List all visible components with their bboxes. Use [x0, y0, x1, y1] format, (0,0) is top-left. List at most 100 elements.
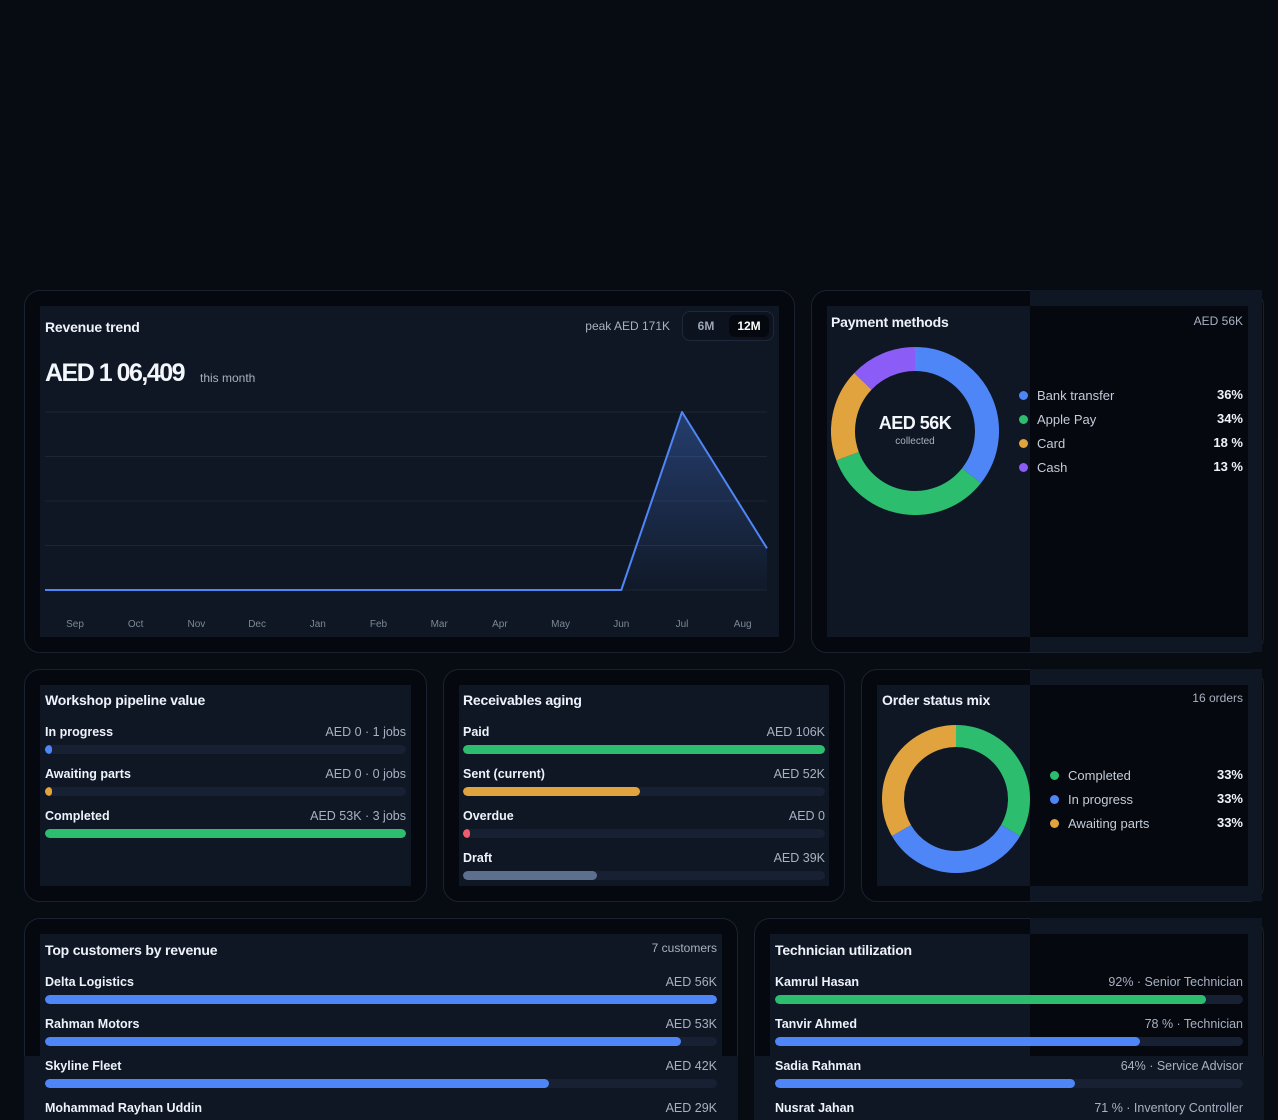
legend-dot-icon [1019, 462, 1028, 472]
payment-center-sub: collected [895, 436, 935, 447]
receivables-row-fill [463, 787, 641, 796]
technicians-strip [1030, 918, 1262, 934]
payment-legend-item: Bank transfer [1019, 386, 1114, 404]
legend-label: Cash [1037, 459, 1068, 475]
customer-row-label: Mohammad Rayhan Uddin [45, 1101, 202, 1115]
payment-slice [831, 373, 872, 461]
legend-label: Completed [1068, 767, 1131, 783]
order-status-donut [882, 725, 1030, 873]
receivables-row-value: AED 0 [788, 809, 825, 823]
revenue-trend-title: Revenue trend [45, 319, 140, 335]
range-12m-button[interactable]: 12M [729, 315, 769, 337]
technician-row-track [775, 995, 1243, 1004]
order-status-slice [882, 725, 957, 836]
receivables-row-fill [463, 745, 825, 754]
pipeline-title: Workshop pipeline value [45, 692, 206, 708]
payment-center-value: AED 56K [878, 413, 952, 433]
pipeline-row-fill [45, 829, 406, 838]
payment-methods-title: Payment methods [831, 314, 949, 330]
technician-row-track [775, 1079, 1243, 1088]
payment-legend-item: Cash [1019, 458, 1067, 476]
payment-legend-pct: 36% [1216, 387, 1243, 402]
technician-row-track [775, 1037, 1243, 1046]
technicians-edge [1248, 934, 1262, 1056]
order-status-legend-pct: 33% [1216, 791, 1243, 806]
pipeline-row-fill [45, 745, 53, 754]
receivables-row-label: Sent (current) [463, 767, 545, 781]
order-status-title: Order status mix [882, 692, 991, 708]
legend-dot-icon [1019, 438, 1028, 448]
receivables-row-label: Paid [463, 725, 490, 739]
top-customers-title: Top customers by revenue [45, 942, 218, 958]
technician-row-label: Kamrul Hasan [775, 975, 860, 989]
technician-row-label: Sadia Rahman [775, 1059, 862, 1073]
pipeline-row-value: AED 0 · 0 jobs [325, 767, 406, 781]
customer-row-track [45, 995, 717, 1004]
customer-count: 7 customers [651, 941, 717, 955]
range-6m-button[interactable]: 6M [697, 319, 715, 333]
legend-dot-icon [1050, 818, 1059, 828]
legend-label: Apple Pay [1037, 411, 1097, 427]
payment-legend-pct: 34% [1216, 411, 1243, 426]
legend-dot-icon [1050, 794, 1059, 804]
receivables-row-track [463, 787, 825, 796]
customer-row-value: AED 53K [665, 1017, 717, 1031]
order-status-strip [1030, 669, 1262, 685]
technician-row-fill [775, 1079, 1075, 1088]
customer-row-fill [45, 1037, 682, 1046]
receivables-panel [459, 685, 829, 886]
receivables-row-track [463, 871, 825, 880]
x-tick-label: Nov [187, 619, 206, 630]
receivables-row-label: Overdue [463, 809, 514, 823]
payment-legend-item: Card [1019, 434, 1065, 452]
pipeline-row-value: AED 0 · 1 jobs [325, 725, 406, 739]
technicians-panel-lower [754, 1056, 1264, 1120]
payment-methods-donut [831, 347, 999, 515]
receivables-row-fill [463, 871, 597, 880]
payment-methods-strip-bottom [1030, 637, 1262, 652]
x-tick-label: Jun [613, 619, 630, 630]
technicians-title: Technician utilization [775, 942, 912, 958]
payment-legend-item: Apple Pay [1019, 410, 1096, 428]
receivables-title: Receivables aging [463, 692, 582, 708]
receivables-row-track [463, 745, 825, 754]
top-customers-panel-lower [24, 1056, 738, 1120]
order-status-legend-pct: 33% [1216, 767, 1243, 782]
x-tick-label: Mar [430, 619, 448, 630]
technician-row-value: 92% · Senior Technician [1108, 975, 1243, 989]
payment-total: AED 56K [1193, 314, 1243, 328]
x-tick-label: Apr [492, 619, 508, 630]
pipeline-row-value: AED 53K · 3 jobs [310, 809, 406, 823]
payment-legend-pct: 13 % [1213, 459, 1243, 474]
technician-row-fill [775, 1037, 1141, 1046]
technician-row-label: Nusrat Jahan [775, 1101, 855, 1115]
x-tick-label: Sep [66, 619, 84, 630]
order-status-legend-item: Completed [1050, 766, 1131, 784]
legend-dot-icon [1019, 390, 1028, 400]
receivables-row-value: AED 106K [766, 725, 825, 739]
pipeline-row-track [45, 745, 406, 754]
receivables-row-fill [463, 829, 471, 838]
customer-row-fill [45, 995, 717, 1004]
legend-label: Awaiting parts [1068, 815, 1150, 831]
payment-slice [854, 347, 916, 390]
customer-row-fill [45, 1079, 549, 1088]
customer-row-label: Skyline Fleet [45, 1059, 122, 1073]
pipeline-row-label: Completed [45, 809, 110, 823]
pipeline-row-label: Awaiting parts [45, 767, 131, 781]
revenue-current-sub: this month [200, 371, 256, 385]
technician-row-label: Tanvir Ahmed [775, 1017, 857, 1031]
x-tick-label: Oct [127, 619, 144, 630]
legend-dot-icon [1019, 414, 1028, 424]
x-tick-label: Feb [369, 619, 388, 630]
order-status-legend-item: Awaiting parts [1050, 814, 1149, 832]
pipeline-row-track [45, 787, 406, 796]
revenue-peak-label: peak AED 171K [585, 319, 670, 333]
pipeline-panel [40, 685, 411, 886]
legend-dot-icon [1050, 770, 1059, 780]
pipeline-row-label: In progress [45, 725, 114, 739]
pipeline-row-track [45, 829, 406, 838]
technician-row-value: 64% · Service Advisor [1120, 1059, 1243, 1073]
receivables-row-value: AED 39K [773, 851, 825, 865]
order-status-slice [891, 824, 1021, 873]
